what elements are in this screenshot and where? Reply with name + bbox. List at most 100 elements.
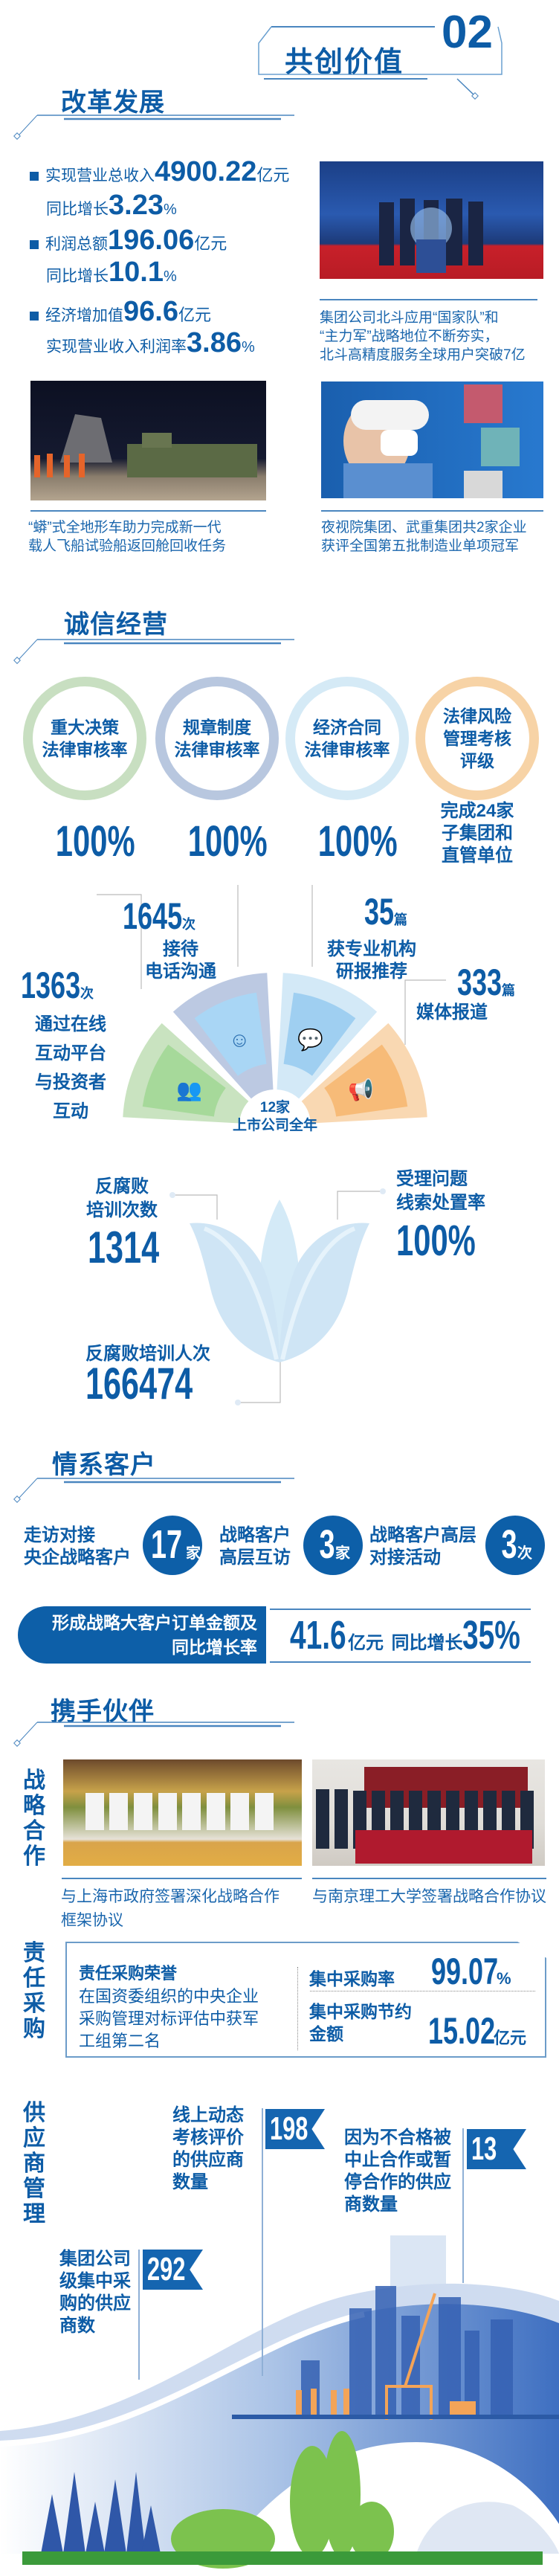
supplier-management-label: 供应商管理 xyxy=(23,2101,45,2226)
text-line: 获评全国第五批制造业单项冠军 xyxy=(321,538,520,554)
supplier-divider xyxy=(262,2108,263,2376)
procurement-divider-vertical xyxy=(297,1967,298,2050)
text-line: 接待 xyxy=(163,939,198,959)
customer-stat-label: 战略客户高层 对接活动 xyxy=(369,1524,476,1569)
supplier-stat-ribbon: 13 xyxy=(467,2129,526,2169)
photo-njust-signing xyxy=(312,1759,545,1866)
header-frame-decoration xyxy=(258,26,503,100)
page-title: 共创价值 xyxy=(285,47,404,78)
reform-stat: 利润总额196.06亿元 xyxy=(30,225,227,257)
fan-value: 1645次 xyxy=(123,895,196,937)
section-number: 02 xyxy=(442,7,493,58)
text-line: 考核评价 xyxy=(172,2128,244,2148)
order-amount-banner: 形成战略大客户订单金额及 同比增长率 xyxy=(18,1606,266,1664)
fan-wedge-inner xyxy=(142,1044,226,1117)
stat-value: 196.06 xyxy=(108,225,195,256)
caption-divider xyxy=(320,299,537,300)
fan-wedge-inner xyxy=(283,992,356,1076)
text-line: 12家 xyxy=(259,1100,291,1115)
bullet-icon xyxy=(30,240,39,249)
section-title-reform: 改革发展 xyxy=(61,88,165,117)
clue-handling-rate-label: 受理问题 线索处置率 xyxy=(396,1169,485,1213)
anticorruption-training-people-value: 166474 xyxy=(85,1359,193,1408)
text-line: 商数 xyxy=(59,2316,95,2336)
text-line: 停合作的供应 xyxy=(344,2172,451,2192)
centralized-procurement-rate-value: 99.07% xyxy=(431,1951,511,1992)
lotus-illustration xyxy=(169,1188,386,1405)
procurement-honor-title: 责任采购荣誉 xyxy=(79,1964,178,1983)
photo-surgeon-headset xyxy=(321,381,543,498)
stat-value: 4900.22 xyxy=(155,156,257,187)
fan-label: 媒体报道 xyxy=(416,1002,488,1024)
title-underline xyxy=(13,115,294,140)
supplier-stat-ribbon: 292 xyxy=(143,2250,203,2290)
ring-value: 100% xyxy=(55,817,135,866)
fan-wedge-inner xyxy=(194,992,267,1076)
caption-single-champion: 夜视院集团、武重集团共2家企业 获评全国第五批制造业单项冠军 xyxy=(321,518,527,556)
text-line: 子集团和 xyxy=(442,823,513,843)
customer-stat-label: 走访对接央企战略客户 xyxy=(24,1524,131,1569)
text-line: 与上海市政府签署深化战略合作 xyxy=(61,1888,280,1905)
procurement-saving-label: 集中采购节约 金额 xyxy=(309,2002,412,2044)
reform-stat: 实现营业总收入4900.22亿元 xyxy=(30,156,289,188)
procurement-box xyxy=(65,1942,546,2058)
ring-value: 完成24家 子集团和直管单位 xyxy=(433,800,522,867)
text-line: 完成24家 xyxy=(440,801,514,821)
text-line: 商数量 xyxy=(344,2195,398,2215)
text-line: 规章制度 xyxy=(183,718,251,737)
stat-unit: % xyxy=(163,202,177,218)
ring-value: 100% xyxy=(317,817,398,866)
text-line: “蟒”式全地形车助力完成新一代 xyxy=(28,520,222,535)
bullet-icon xyxy=(30,312,39,321)
text-line: 集团公司北斗应用“国家队”和 xyxy=(320,310,499,326)
banner-divider-bottom xyxy=(270,1661,531,1663)
text-line: 央企战略客户 xyxy=(24,1548,131,1568)
section-title-integrity: 诚信经营 xyxy=(64,611,168,639)
reform-stat: 同比增长10.1% xyxy=(46,257,177,289)
text-line: 与投资者 xyxy=(35,1072,106,1092)
supplier-stat-label: 集团公司 级集中采 购的供应 商数 xyxy=(59,2248,131,2337)
text-line: 因为不合格被 xyxy=(344,2128,451,2148)
clue-handling-rate-value: 100% xyxy=(396,1217,476,1265)
text-line: 互动 xyxy=(53,1101,88,1121)
caption-beidou: 集团公司北斗应用“国家队”和 “主力军”战略地位不断夯实， 北斗高精度服务全球用户突… xyxy=(320,309,526,364)
legal-metric-ring: 法律风险 管理考核 评级 xyxy=(416,677,539,800)
text-line: 线上动态 xyxy=(172,2105,244,2125)
text-line: 法律审核率 xyxy=(304,740,390,759)
text-line: 直管单位 xyxy=(442,846,513,866)
stat-value: 96.6 xyxy=(123,296,178,327)
text-line: “主力军”战略地位不断夯实， xyxy=(320,329,499,344)
supplier-stat-label: 线上动态 考核评价 的供应商 数量 xyxy=(172,2105,244,2194)
centralized-procurement-rate-label: 集中采购率 xyxy=(309,1969,395,1989)
caption-njust: 与南京理工大学签署战略合作协议 xyxy=(312,1885,546,1909)
caption-divider xyxy=(30,510,266,512)
text-line: 走访对接 xyxy=(24,1525,95,1545)
strategic-cooperation-label: 战略合作 xyxy=(23,1768,45,1869)
ring-value: 100% xyxy=(187,817,268,866)
text-line: 数量 xyxy=(172,2172,208,2192)
reform-stat: 同比增长3.23% xyxy=(46,190,177,222)
supplier-divider xyxy=(462,2128,464,2283)
text-line: 框架协议 xyxy=(61,1912,123,1929)
caption-divider xyxy=(62,1878,302,1879)
fan-value: 333篇 xyxy=(457,962,515,1003)
stat-label: 实现营业收入利润率 xyxy=(46,338,187,355)
caption-shanghai: 与上海市政府签署深化战略合作 框架协议 xyxy=(61,1885,280,1933)
megaphone-icon: 📢 xyxy=(348,1078,374,1102)
text-line: 战略客户高层 xyxy=(369,1525,476,1545)
text-line: 北斗高精度服务全球用户突破7亿 xyxy=(320,347,526,363)
legal-metric-ring: 规章制度 法律审核率 xyxy=(155,677,279,800)
text-line: 上市公司全年 xyxy=(232,1118,317,1133)
text-line: 互动平台 xyxy=(35,1043,106,1063)
text-line: 夜视院集团、武重集团共2家企业 xyxy=(321,520,527,535)
stat-unit: % xyxy=(163,268,177,285)
stat-value: 10.1 xyxy=(109,257,164,288)
caption-all-terrain-vehicle: “蟒”式全地形车助力完成新一代 载人飞船试验船返回舱回收任务 xyxy=(28,518,226,556)
stat-unit: 亿元 xyxy=(194,234,227,253)
text-line: 法律审核率 xyxy=(42,740,128,759)
stat-unit: 亿元 xyxy=(256,166,290,184)
supplier-stat-label: 因为不合格被 中止合作或暂 停合作的供应 商数量 xyxy=(344,2127,451,2216)
speaker-report-icon: 💬 xyxy=(297,1028,323,1052)
